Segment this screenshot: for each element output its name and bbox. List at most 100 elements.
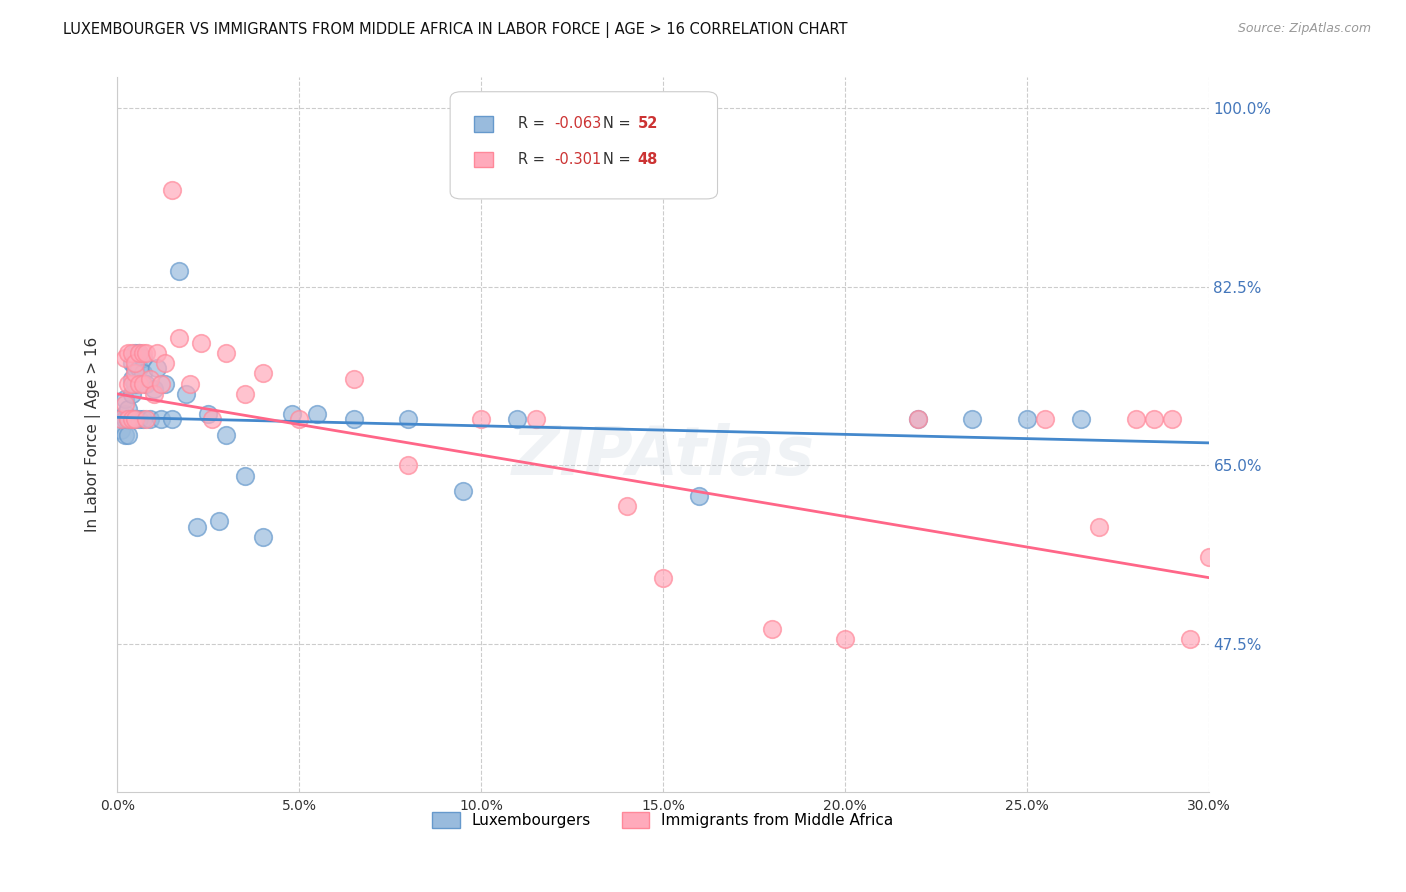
Point <box>124 346 146 360</box>
Point <box>160 412 183 426</box>
Point <box>506 412 529 426</box>
Point <box>139 412 162 426</box>
Point <box>215 346 238 360</box>
Text: N =: N = <box>603 116 636 131</box>
Point <box>252 367 274 381</box>
Point <box>153 376 176 391</box>
Point <box>128 346 150 360</box>
Point <box>124 412 146 426</box>
Point <box>124 412 146 426</box>
Point <box>233 387 256 401</box>
Point <box>343 412 366 426</box>
FancyBboxPatch shape <box>450 92 717 199</box>
Bar <box>474 116 494 132</box>
Legend: Luxembourgers, Immigrants from Middle Africa: Luxembourgers, Immigrants from Middle Af… <box>426 806 900 834</box>
Point <box>197 407 219 421</box>
Point <box>114 392 136 406</box>
Point <box>142 382 165 396</box>
Point <box>149 412 172 426</box>
Point <box>167 331 190 345</box>
Point <box>110 412 132 426</box>
Point <box>153 356 176 370</box>
Point <box>124 361 146 376</box>
Point <box>176 387 198 401</box>
Point <box>252 530 274 544</box>
Point <box>907 412 929 426</box>
Point <box>110 412 132 426</box>
Point <box>121 387 143 401</box>
Point <box>132 346 155 360</box>
Point <box>132 367 155 381</box>
Point <box>160 183 183 197</box>
Point <box>201 412 224 426</box>
Point <box>343 371 366 385</box>
Text: 48: 48 <box>638 153 658 167</box>
Point <box>121 346 143 360</box>
Point <box>128 376 150 391</box>
Point <box>124 356 146 370</box>
Point <box>139 371 162 385</box>
Point <box>652 571 675 585</box>
Point <box>117 412 139 426</box>
Point <box>128 412 150 426</box>
Point <box>215 427 238 442</box>
Point <box>135 412 157 426</box>
Point <box>121 412 143 426</box>
Text: -0.301: -0.301 <box>554 153 600 167</box>
Text: 52: 52 <box>638 116 658 131</box>
Point <box>132 351 155 366</box>
Point <box>307 407 329 421</box>
Point <box>281 407 304 421</box>
Point <box>124 376 146 391</box>
Point <box>110 423 132 437</box>
Point <box>1015 412 1038 426</box>
Point <box>135 376 157 391</box>
Bar <box>474 152 494 168</box>
Text: R =: R = <box>517 153 550 167</box>
Point <box>117 427 139 442</box>
Text: N =: N = <box>603 153 636 167</box>
Point <box>124 367 146 381</box>
Point <box>117 412 139 426</box>
Point <box>114 427 136 442</box>
Point <box>132 376 155 391</box>
Point <box>114 351 136 366</box>
Point <box>117 412 139 426</box>
Point <box>117 376 139 391</box>
Point <box>142 387 165 401</box>
Point <box>135 346 157 360</box>
Point <box>470 412 492 426</box>
Text: -0.063: -0.063 <box>554 116 600 131</box>
Point <box>451 483 474 498</box>
Point <box>524 412 547 426</box>
Point <box>1180 632 1202 646</box>
Point <box>396 458 419 473</box>
Point <box>121 356 143 370</box>
Point <box>208 515 231 529</box>
Point <box>121 376 143 391</box>
Point <box>288 412 311 426</box>
Point <box>114 397 136 411</box>
Point <box>1070 412 1092 426</box>
Text: ZIPAtlas: ZIPAtlas <box>512 423 814 489</box>
Point <box>167 264 190 278</box>
Point <box>128 361 150 376</box>
Point <box>186 519 208 533</box>
Point <box>124 412 146 426</box>
Point <box>688 489 710 503</box>
Point <box>1143 412 1166 426</box>
Point <box>1088 519 1111 533</box>
Point <box>960 412 983 426</box>
Point <box>616 499 638 513</box>
Point <box>233 468 256 483</box>
Point <box>128 346 150 360</box>
Y-axis label: In Labor Force | Age > 16: In Labor Force | Age > 16 <box>86 337 101 533</box>
Point <box>117 346 139 360</box>
Point <box>146 361 169 376</box>
Point <box>761 622 783 636</box>
Point <box>146 346 169 360</box>
Point <box>117 402 139 417</box>
Point <box>834 632 856 646</box>
Point <box>1033 412 1056 426</box>
Point <box>114 412 136 426</box>
